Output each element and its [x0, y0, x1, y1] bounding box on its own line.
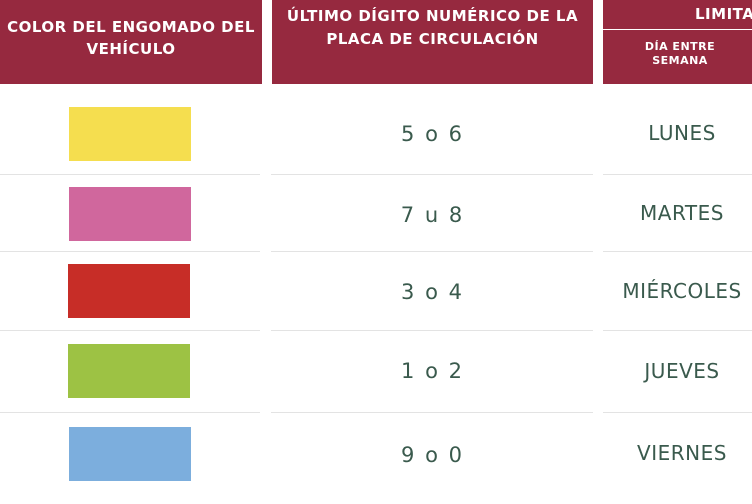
- day-cell: JUEVES: [644, 359, 720, 383]
- day-cell: MARTES: [640, 201, 724, 225]
- color-swatch-red: [68, 264, 190, 318]
- color-swatch-green: [68, 344, 190, 398]
- row-divider: [0, 174, 260, 175]
- row-divider: [603, 412, 752, 413]
- row-divider: [603, 174, 752, 175]
- row-divider: [271, 174, 593, 175]
- color-swatch-blue: [69, 427, 191, 481]
- header-color-column: COLOR DEL ENGOMADO DEL VEHÍCULO: [0, 0, 262, 84]
- digits-cell: 1 o 2: [401, 359, 464, 383]
- day-cell: LUNES: [648, 121, 716, 145]
- header-limit-label: LIMITA: [695, 5, 752, 23]
- header-digit-label: ÚLTIMO DÍGITO NUMÉRICO DE LA PLACA DE CI…: [286, 7, 579, 48]
- row-divider: [271, 251, 593, 252]
- row-divider: [0, 412, 260, 413]
- digits-cell: 3 o 4: [401, 280, 464, 304]
- color-swatch-pink: [69, 187, 191, 241]
- header-limit-column: LIMITA: [603, 0, 752, 29]
- day-cell: VIERNES: [637, 441, 727, 465]
- row-divider: [0, 330, 260, 331]
- row-divider: [603, 251, 752, 252]
- color-swatch-yellow: [69, 107, 191, 161]
- header-weekday-column: DÍA ENTRE SEMANA: [603, 30, 752, 84]
- digits-cell: 5 o 6: [401, 122, 464, 146]
- digits-cell: 7 u 8: [400, 203, 465, 227]
- row-divider: [603, 330, 752, 331]
- header-digit-column: ÚLTIMO DÍGITO NUMÉRICO DE LA PLACA DE CI…: [272, 0, 593, 84]
- row-divider: [0, 251, 260, 252]
- day-cell: MIÉRCOLES: [622, 279, 742, 303]
- header-color-label: COLOR DEL ENGOMADO DEL VEHÍCULO: [7, 18, 255, 58]
- row-divider: [271, 330, 593, 331]
- header-weekday-label: DÍA ENTRE SEMANA: [644, 40, 716, 67]
- digits-cell: 9 o 0: [401, 443, 464, 467]
- row-divider: [271, 412, 593, 413]
